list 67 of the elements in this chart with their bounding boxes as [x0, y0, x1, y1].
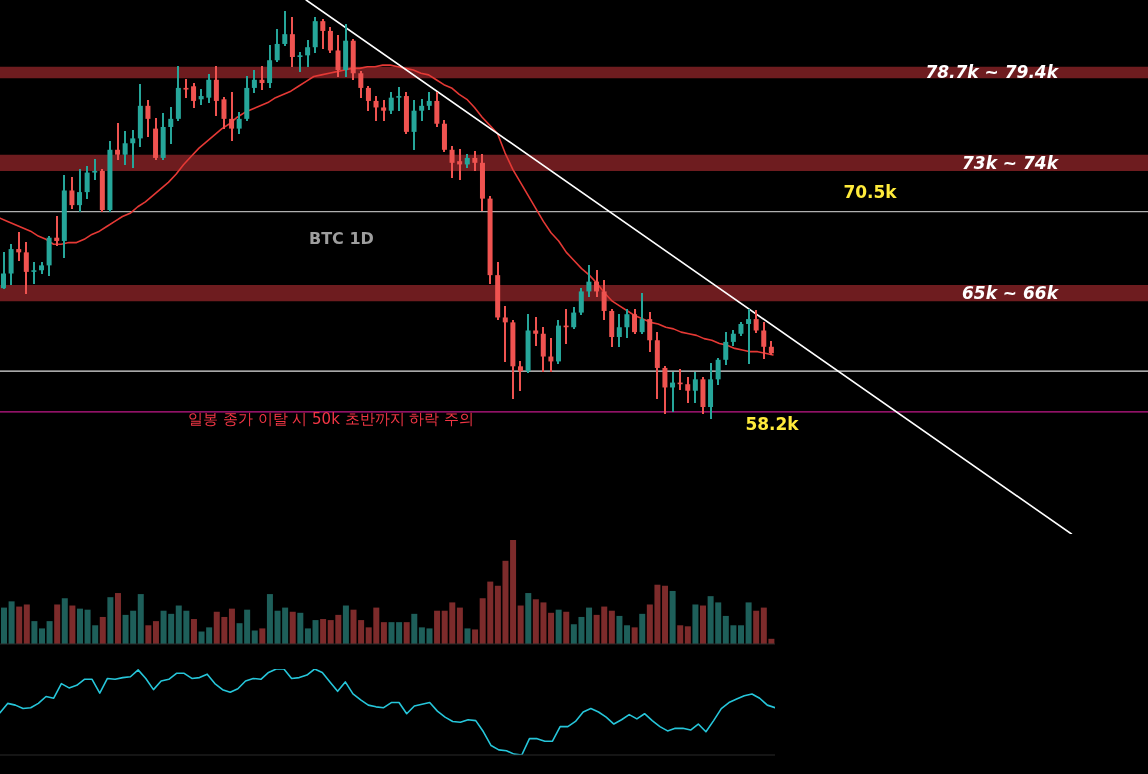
band-label: 78.7k ~ 79.4k: [925, 62, 1060, 83]
bar: [464, 628, 471, 644]
bar: [61, 598, 68, 644]
bar: [8, 601, 15, 644]
band-label: 73k ~ 74k: [961, 152, 1060, 173]
bar: [228, 608, 235, 644]
bar: [23, 604, 30, 644]
bar: [76, 608, 83, 644]
bar: [586, 607, 593, 644]
bar: [342, 605, 349, 644]
bar: [1, 607, 7, 644]
candlestick: [16, 232, 22, 261]
ref-line-label: 58.2k: [745, 413, 800, 434]
bar: [745, 602, 752, 644]
bar: [434, 610, 441, 644]
bar: [266, 594, 273, 644]
bar: [517, 605, 524, 644]
candlestick: [502, 305, 508, 362]
bar: [69, 605, 76, 644]
bar: [145, 625, 152, 644]
bar: [297, 612, 304, 644]
ref-line-label: 70.5k: [843, 181, 898, 202]
bar: [456, 607, 463, 644]
bar: [114, 593, 121, 644]
bar: [380, 622, 387, 644]
bar: [563, 611, 570, 644]
bar: [472, 629, 479, 644]
bar: [548, 612, 555, 644]
bar: [525, 593, 532, 644]
bar: [38, 628, 45, 644]
bar: [753, 610, 760, 644]
bar: [510, 540, 517, 644]
band-label: 65k ~ 66k: [961, 283, 1060, 304]
bar: [738, 625, 745, 644]
bar: [54, 604, 61, 644]
bar: [46, 621, 53, 644]
text: BTC 1D: [309, 229, 374, 248]
bar: [684, 626, 691, 644]
bar: [152, 621, 159, 644]
bar: [700, 605, 707, 644]
bar: [190, 619, 197, 644]
bar: [608, 610, 615, 644]
bar: [320, 619, 327, 644]
bar: [411, 613, 418, 644]
annotation: 일봉 종가 이탈 시 50k 초반까지 하락 주의: [188, 410, 475, 429]
bar: [624, 625, 631, 644]
bar: [99, 616, 106, 644]
bar: [662, 585, 669, 644]
candlestick: [31, 261, 37, 284]
candlestick: [746, 308, 752, 364]
bar: [631, 627, 638, 644]
bar: [692, 604, 699, 644]
bar: [289, 611, 296, 644]
bar: [251, 630, 258, 644]
bar: [669, 590, 676, 644]
bar: [403, 622, 410, 644]
bar: [31, 621, 38, 644]
bar: [312, 620, 319, 644]
bar: [616, 615, 623, 644]
bar: [107, 597, 114, 644]
bar: [677, 625, 684, 644]
bar: [259, 628, 266, 644]
bar: [16, 606, 23, 644]
bar: [639, 613, 646, 644]
bar: [304, 628, 311, 644]
bar: [137, 594, 144, 644]
bar: [555, 609, 562, 644]
